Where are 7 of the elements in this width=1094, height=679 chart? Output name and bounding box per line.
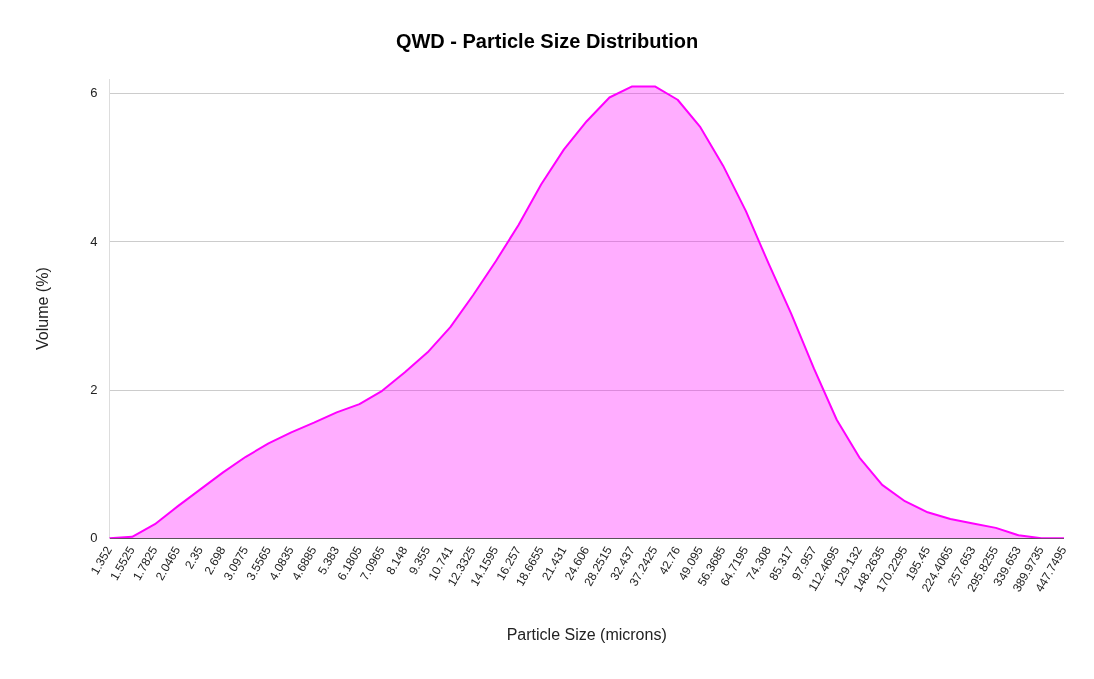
chart-title: QWD - Particle Size Distribution bbox=[395, 29, 699, 52]
y-tick-label: 0 bbox=[90, 529, 98, 545]
y-tick-label: 4 bbox=[90, 233, 98, 249]
y-axis-title: Volume (%) bbox=[34, 267, 52, 350]
y-tick-label: 2 bbox=[90, 381, 98, 397]
x-axis-title: Particle Size (microns) bbox=[506, 625, 667, 643]
y-tick-label: 6 bbox=[90, 85, 98, 101]
